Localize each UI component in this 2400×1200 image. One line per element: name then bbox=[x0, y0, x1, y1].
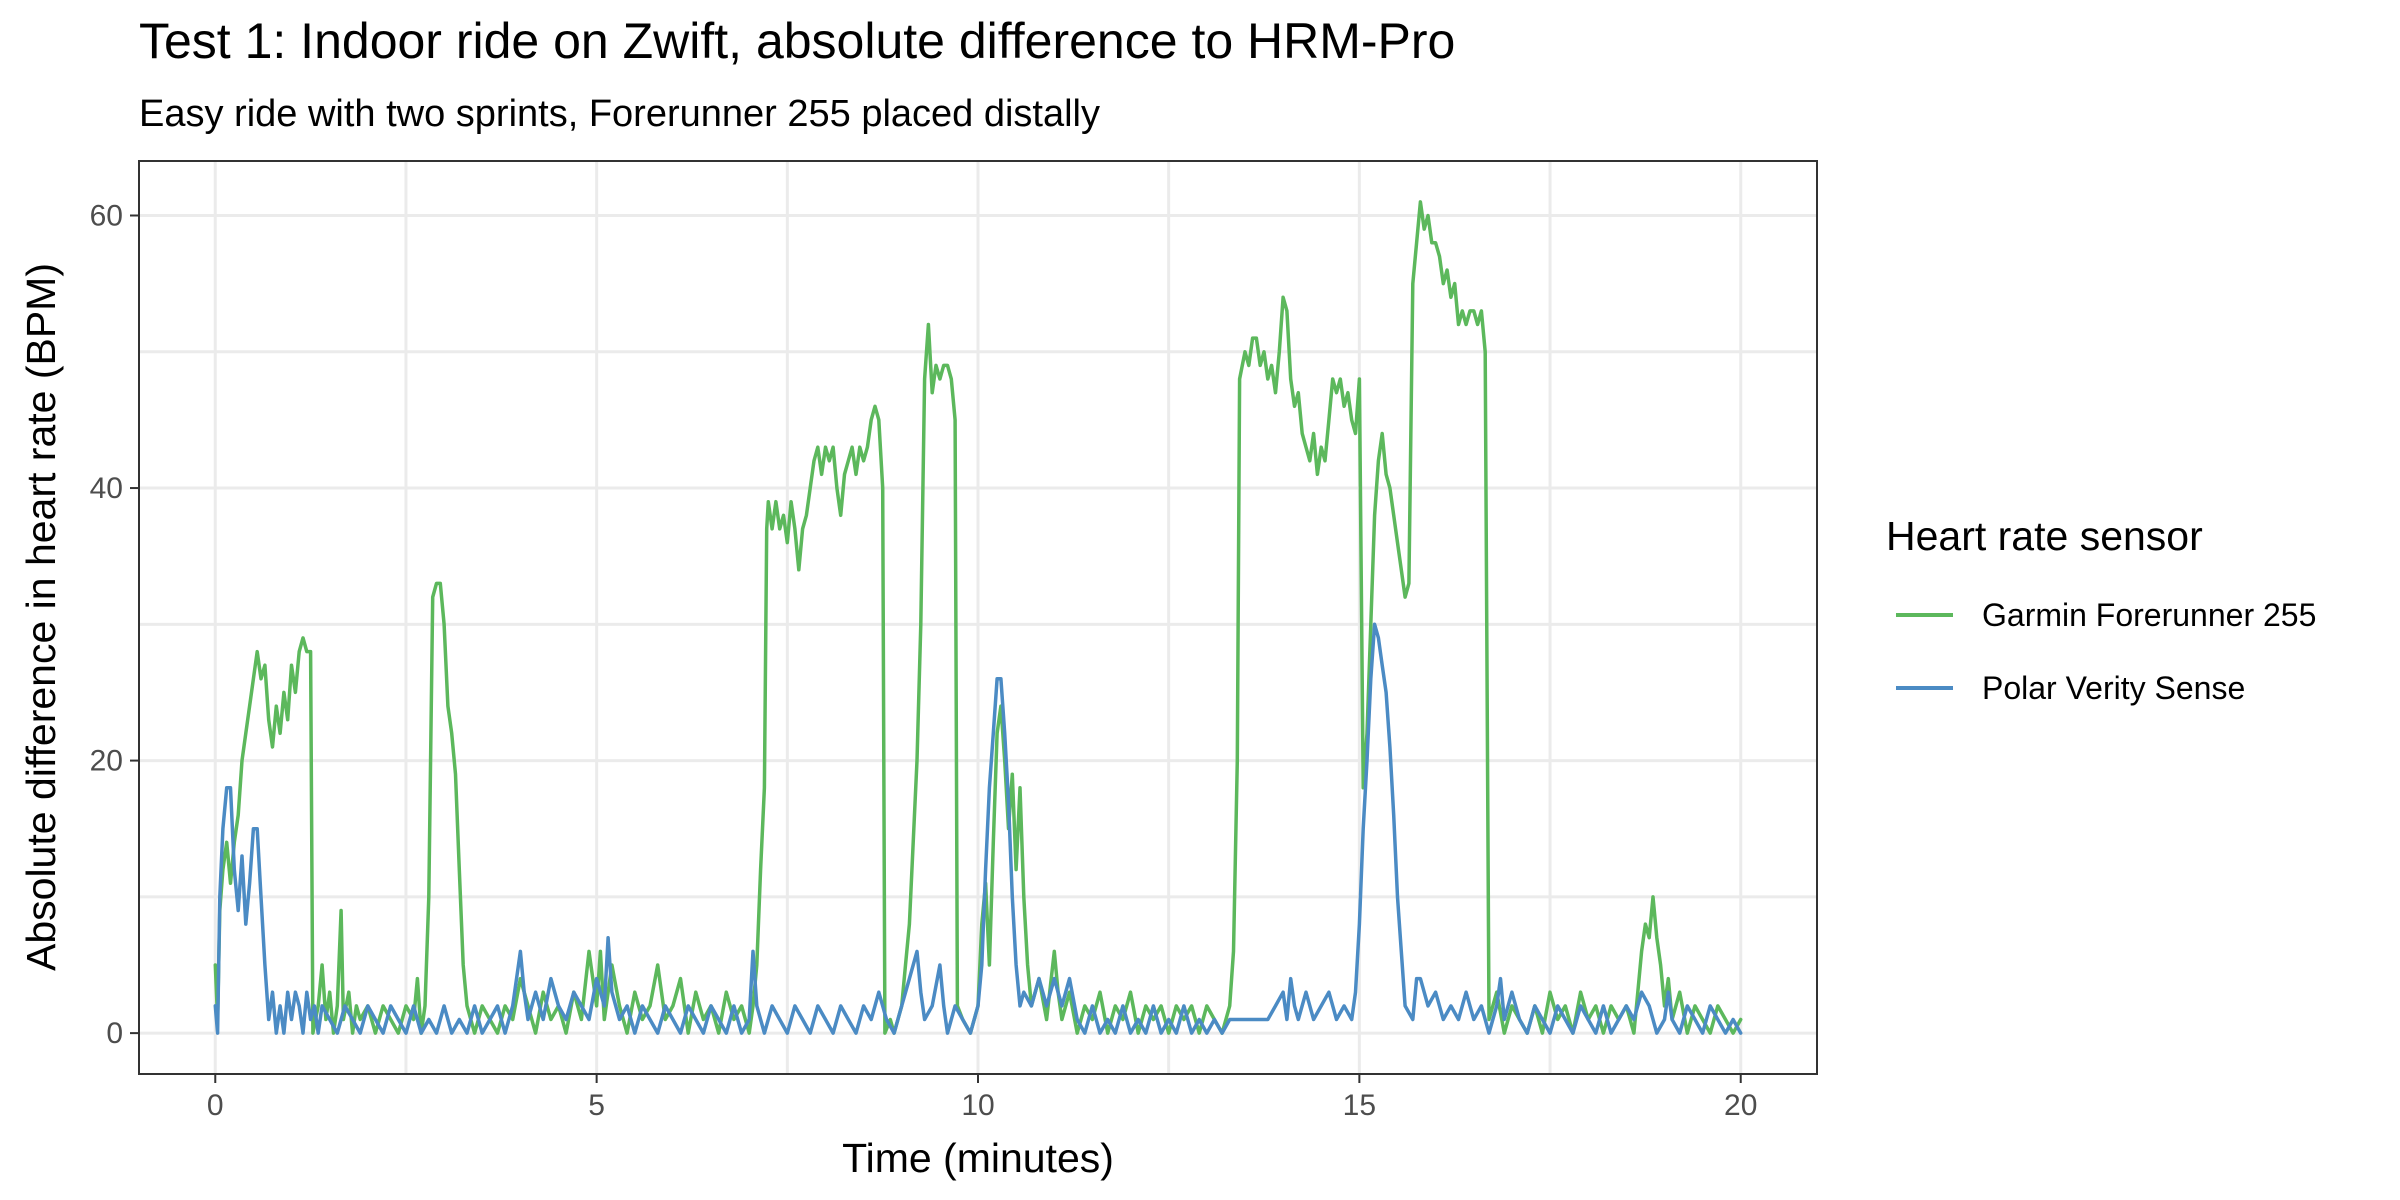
y-tick-label: 60 bbox=[90, 200, 123, 233]
x-tick-label: 10 bbox=[961, 1089, 994, 1122]
gridlines bbox=[139, 161, 1817, 1074]
x-tick-label: 0 bbox=[207, 1089, 224, 1122]
legend-label-polar: Polar Verity Sense bbox=[1982, 670, 2245, 706]
x-axis-title: Time (minutes) bbox=[842, 1135, 1114, 1181]
axis-ticks: 0 5 10 15 20 0 20 40 60 bbox=[90, 200, 1758, 1122]
series-line-polar-verity-sense bbox=[213, 622, 1743, 1035]
legend-title: Heart rate sensor bbox=[1886, 513, 2203, 559]
chart-subtitle: Easy ride with two sprints, Forerunner 2… bbox=[139, 93, 1100, 135]
chart-title: Test 1: Indoor ride on Zwift, absolute d… bbox=[139, 13, 1455, 69]
y-tick-label: 0 bbox=[106, 1017, 123, 1050]
x-tick-label: 15 bbox=[1343, 1089, 1376, 1122]
y-tick-label: 20 bbox=[90, 745, 123, 778]
series-line-garmin-forerunner-255 bbox=[213, 200, 1743, 1035]
y-axis-title: Absolute difference in heart rate (BPM) bbox=[18, 263, 64, 971]
series-lines bbox=[213, 200, 1743, 1035]
legend-label-garmin: Garmin Forerunner 255 bbox=[1982, 597, 2316, 633]
legend: Heart rate sensor Garmin Forerunner 255 … bbox=[1886, 513, 2316, 706]
x-tick-label: 5 bbox=[588, 1089, 605, 1122]
x-tick-label: 20 bbox=[1724, 1089, 1757, 1122]
y-tick-label: 40 bbox=[90, 472, 123, 505]
